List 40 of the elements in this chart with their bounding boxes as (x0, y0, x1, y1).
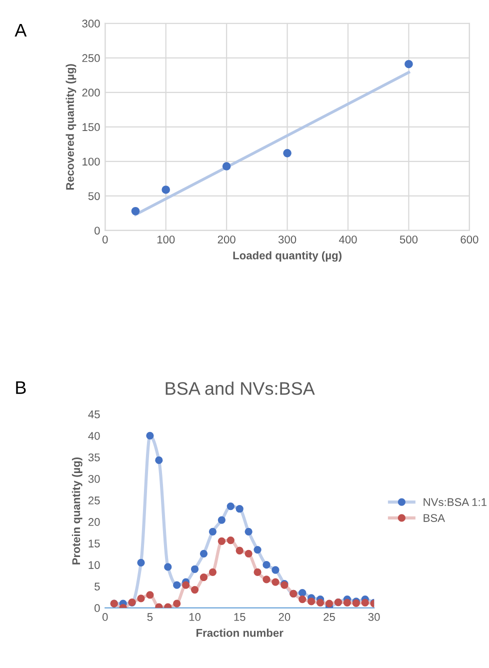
y-tick-label: 50 (88, 192, 100, 200)
text: A (14, 24, 27, 36)
x-tick-label: 25 (324, 613, 335, 621)
x-tick-label: 30 (368, 613, 380, 621)
y-tick-label: 200 (82, 88, 100, 97)
x-tick-label: 400 (338, 236, 357, 244)
x-tick-label: 500 (400, 236, 418, 244)
y-tick-label: 15 (88, 540, 100, 548)
x-tick-label: 600 (460, 236, 478, 244)
x-tick-label: 15 (234, 613, 246, 621)
y-axis-title: Recovered quantity (µg) (66, 64, 76, 190)
y-axis-title: Protein quantity (µg) (72, 457, 82, 564)
x-axis-title: Fraction number (196, 628, 284, 637)
x-tick-label: 0 (102, 613, 108, 621)
legend-label: NVs:BSA 1:1 (424, 498, 486, 506)
y-tick-label: 10 (88, 561, 100, 569)
x-tick-label: 20 (278, 613, 290, 621)
y-tick-label: 0 (94, 226, 100, 235)
x-tick-label: 0 (102, 236, 108, 244)
y-tick-label: 100 (82, 158, 100, 166)
y-tick-label: 250 (82, 54, 100, 62)
y-tick-label: 35 (88, 453, 100, 462)
x-axis-title: Loaded quantity (µg) (233, 251, 342, 262)
x-tick-label: 5 (147, 613, 153, 621)
y-tick-label: 25 (88, 496, 100, 504)
y-tick-label: 0 (94, 604, 100, 612)
legend-label: BSA (424, 514, 446, 522)
x-tick-label: 200 (218, 236, 236, 244)
y-tick-label: 300 (82, 20, 100, 28)
x-tick-label: 100 (157, 236, 175, 244)
x-tick-label: 300 (278, 236, 296, 244)
y-tick-label: 20 (88, 518, 100, 526)
y-tick-label: 150 (82, 123, 100, 132)
chart-title: BSA and NVs:BSA (166, 382, 315, 395)
x-tick-label: 10 (189, 613, 201, 621)
y-tick-label: 45 (88, 410, 100, 418)
y-tick-label: 40 (88, 432, 100, 440)
y-tick-label: 5 (94, 582, 100, 590)
y-tick-label: 30 (88, 475, 100, 483)
text: B (16, 381, 26, 394)
